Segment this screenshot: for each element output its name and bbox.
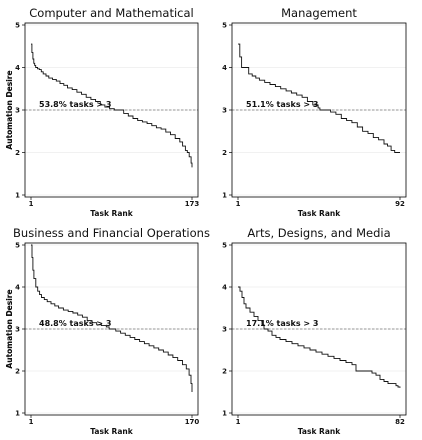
y-tick-label: 1 bbox=[222, 410, 227, 418]
x-tick-label: 92 bbox=[395, 200, 405, 208]
series-line bbox=[238, 43, 400, 153]
chart-panel-2: 1 2 3 4 5 1 92 Management Task Rank Automation De… bbox=[5, 6, 407, 218]
y-tick-label: 4 bbox=[222, 64, 227, 72]
panel-title: Business and Financial Operations bbox=[13, 226, 210, 240]
series-line bbox=[31, 244, 193, 392]
panel-title: Management bbox=[281, 6, 357, 20]
x-tick-label: 170 bbox=[185, 418, 200, 426]
threshold-annotation: 53.8% tasks > 3 bbox=[39, 100, 111, 109]
y-tick-label: 3 bbox=[222, 107, 227, 115]
y-tick-label: 1 bbox=[15, 192, 20, 200]
y-tick-label: 2 bbox=[222, 368, 227, 376]
y-tick-label: 2 bbox=[15, 149, 20, 157]
chart-panel-4: 1 2 3 4 5 1 82 Arts, Designs, and Media Task Ran… bbox=[5, 226, 407, 436]
y-tick-label: 3 bbox=[222, 326, 227, 334]
threshold-annotation: 51.1% tasks > 3 bbox=[246, 100, 318, 109]
y-tick-label: 1 bbox=[222, 192, 227, 200]
x-tick-label: 1 bbox=[236, 200, 241, 208]
series-line bbox=[31, 43, 193, 168]
x-tick-label: 1 bbox=[29, 418, 34, 426]
y-axis-label: Automation Desire bbox=[5, 70, 14, 149]
series-line bbox=[238, 286, 401, 388]
x-axis-label: Task Rank bbox=[90, 209, 133, 218]
panel-title: Arts, Designs, and Media bbox=[247, 226, 390, 240]
x-tick-label: 82 bbox=[395, 418, 405, 426]
y-axis-label: Automation Desire bbox=[5, 289, 14, 368]
x-axis-label: Task Rank bbox=[298, 209, 341, 218]
chart-panel-1: 1 2 3 4 5 1 173 Computer and Mathematical Task R… bbox=[5, 6, 199, 218]
y-tick-label: 2 bbox=[15, 368, 20, 376]
x-tick-label: 1 bbox=[236, 418, 241, 426]
y-tick-label: 1 bbox=[15, 410, 20, 418]
y-tick-label: 5 bbox=[222, 22, 227, 30]
y-axis-label: Automation Desire bbox=[5, 70, 14, 149]
x-tick-label: 1 bbox=[29, 200, 34, 208]
threshold-annotation: 48.8% tasks > 3 bbox=[39, 319, 111, 328]
y-tick-label: 5 bbox=[15, 242, 20, 250]
x-axis-label: Task Rank bbox=[298, 427, 341, 436]
y-tick-label: 5 bbox=[222, 242, 227, 250]
y-axis-label: Automation Desire bbox=[5, 289, 14, 368]
y-tick-label: 3 bbox=[15, 107, 20, 115]
panel-title: Computer and Mathematical bbox=[29, 6, 193, 20]
y-tick-label: 3 bbox=[15, 326, 20, 334]
threshold-annotation: 17.1% tasks > 3 bbox=[246, 319, 318, 328]
y-tick-label: 4 bbox=[15, 64, 20, 72]
chart-panel-3: 1 2 3 4 5 1 170 Business and Financial Operatio… bbox=[5, 226, 210, 436]
y-tick-label: 4 bbox=[15, 284, 20, 292]
x-tick-label: 173 bbox=[185, 200, 200, 208]
y-tick-label: 4 bbox=[222, 284, 227, 292]
x-axis-label: Task Rank bbox=[90, 427, 133, 436]
y-tick-label: 5 bbox=[15, 22, 20, 30]
y-tick-label: 2 bbox=[222, 149, 227, 157]
